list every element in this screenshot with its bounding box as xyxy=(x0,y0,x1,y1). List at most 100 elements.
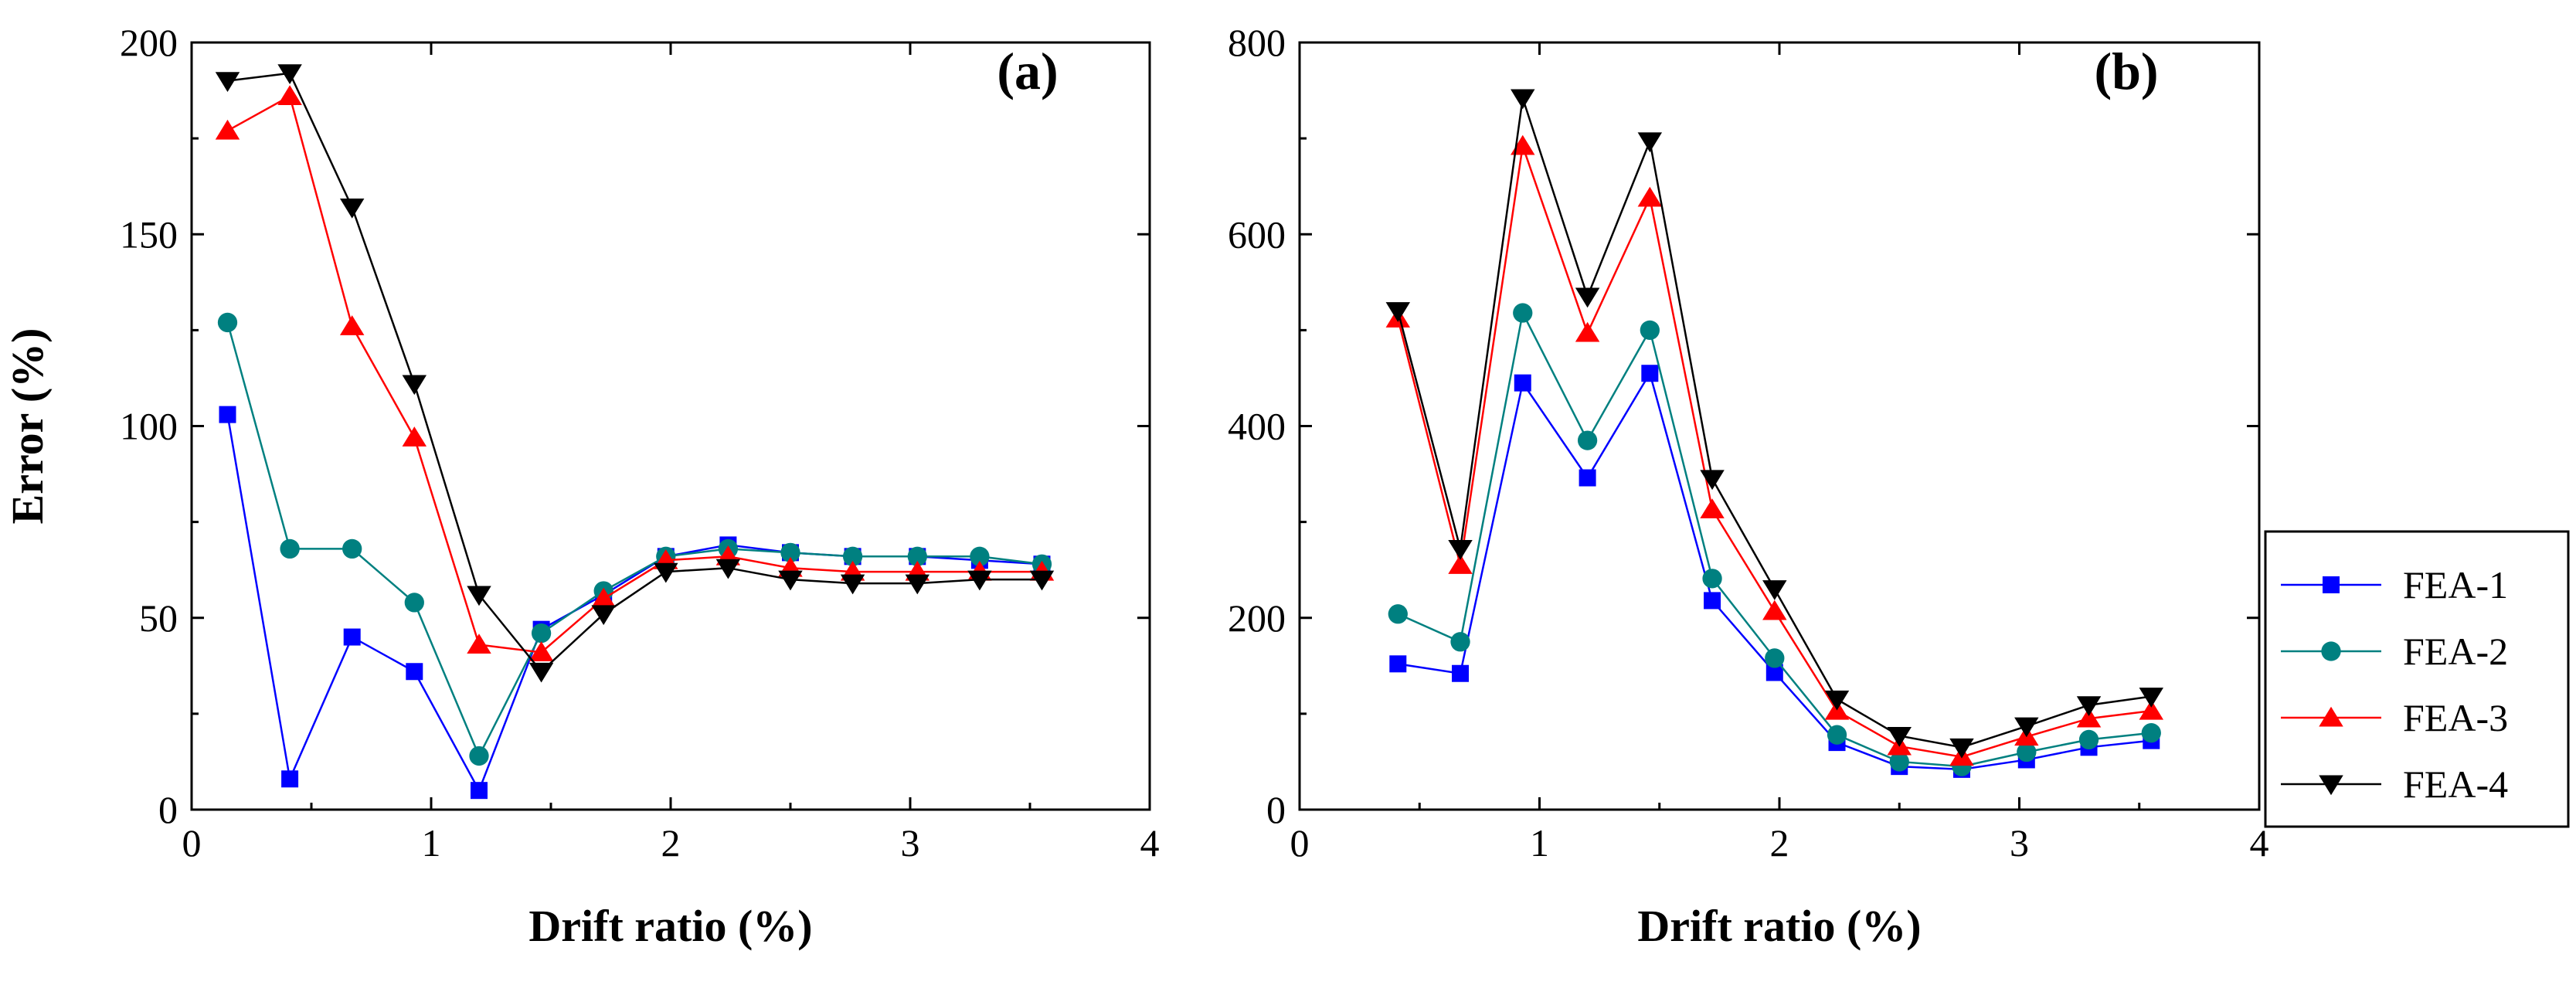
panel-label: (a) xyxy=(997,42,1058,100)
data-point-fea-3 xyxy=(1575,321,1600,342)
panel-label: (b) xyxy=(2094,42,2158,100)
y-tick-label: 400 xyxy=(1228,405,1286,448)
legend-label: FEA-4 xyxy=(2403,763,2508,806)
data-point-fea-4 xyxy=(715,559,741,579)
data-point-fea-1 xyxy=(343,628,361,646)
data-point-fea-4 xyxy=(1700,470,1725,491)
plot-frame xyxy=(1298,41,2261,811)
legend-marker xyxy=(2323,576,2340,593)
data-point-fea-3 xyxy=(277,85,302,105)
legend-entry-fea-4: FEA-4 xyxy=(2281,763,2508,806)
legend-marker xyxy=(2321,641,2341,661)
data-point-fea-4 xyxy=(215,72,240,92)
data-point-fea-4 xyxy=(402,375,427,396)
data-point-fea-3 xyxy=(402,426,427,447)
series-line-fea-1 xyxy=(1398,371,2152,771)
legend-box xyxy=(2264,530,2570,828)
series-line-fea-2 xyxy=(1397,310,2152,768)
data-point-fea-4 xyxy=(1762,580,1787,600)
data-point-fea-2 xyxy=(780,542,800,562)
x-tick-label: 1 xyxy=(422,821,441,864)
legend-marker xyxy=(2319,775,2343,796)
data-point-fea-1 xyxy=(406,663,423,681)
data-point-fea-4 xyxy=(905,574,930,595)
data-point-fea-1 xyxy=(219,406,236,423)
plot-frame xyxy=(190,41,1151,811)
x-axis-title: Drift ratio (%) xyxy=(528,901,812,951)
x-tick-label: 2 xyxy=(1770,821,1789,864)
data-point-fea-3 xyxy=(1511,134,1535,155)
y-axis-title: Error (%) xyxy=(2,328,53,525)
data-point-fea-4 xyxy=(2139,688,2164,708)
data-point-fea-3 xyxy=(1448,554,1473,574)
x-tick-label: 4 xyxy=(1140,821,1160,864)
x-tick-label: 3 xyxy=(2010,821,2029,864)
data-point-fea-4 xyxy=(528,662,554,683)
data-point-fea-2 xyxy=(970,546,990,566)
data-point-fea-1 xyxy=(1641,365,1659,382)
data-point-fea-4 xyxy=(778,570,803,591)
data-point-fea-4 xyxy=(1824,690,1850,711)
legend-entry-fea-1: FEA-1 xyxy=(2281,563,2508,606)
data-point-fea-3 xyxy=(591,587,616,608)
data-point-fea-4 xyxy=(1575,287,1600,308)
data-point-fea-4 xyxy=(2014,717,2039,738)
data-point-fea-4 xyxy=(1637,132,1663,153)
data-point-fea-1 xyxy=(1389,655,1407,673)
data-point-fea-4 xyxy=(967,570,992,591)
data-point-fea-2 xyxy=(1640,320,1660,341)
y-tick-label: 200 xyxy=(120,21,178,64)
data-point-fea-3 xyxy=(215,119,240,140)
data-point-fea-4 xyxy=(1029,570,1055,591)
x-tick-label: 0 xyxy=(182,821,202,864)
y-tick-label: 50 xyxy=(139,596,178,640)
series-line-fea-2 xyxy=(226,322,1042,759)
y-tick-label: 800 xyxy=(1228,21,1286,64)
x-axis-title: Drift ratio (%) xyxy=(1637,901,1921,951)
data-point-fea-2 xyxy=(1702,569,1722,589)
data-point-fea-4 xyxy=(654,562,678,583)
series-fea-4 xyxy=(215,64,1055,683)
data-point-fea-2 xyxy=(1513,303,1533,323)
y-tick-label: 0 xyxy=(1266,788,1286,831)
data-point-fea-4 xyxy=(1448,539,1473,560)
legend-label: FEA-2 xyxy=(2403,630,2508,673)
legend-marker xyxy=(2319,706,2343,727)
data-point-fea-1 xyxy=(1579,469,1596,487)
data-point-fea-1 xyxy=(281,770,299,788)
legend-entry-fea-2: FEA-2 xyxy=(2281,630,2508,673)
data-point-fea-2 xyxy=(1577,430,1598,450)
x-tick-label: 4 xyxy=(2250,821,2269,864)
data-point-fea-3 xyxy=(467,633,491,654)
data-point-fea-4 xyxy=(1887,726,1912,747)
series-fea-2 xyxy=(1388,303,2161,776)
legend-label: FEA-1 xyxy=(2403,563,2508,606)
data-point-fea-1 xyxy=(1514,374,1531,392)
data-point-fea-1 xyxy=(1452,664,1470,682)
x-tick-label: 2 xyxy=(661,821,681,864)
data-point-fea-2 xyxy=(342,538,362,559)
data-point-fea-4 xyxy=(840,574,865,595)
series-fea-1 xyxy=(219,406,1051,800)
legend: FEA-1 FEA-2 FEA-3 FEA-4 xyxy=(2264,530,2570,828)
data-point-fea-3 xyxy=(1762,599,1787,620)
data-point-fea-4 xyxy=(591,605,616,626)
series-line-fea-4 xyxy=(227,72,1042,674)
data-point-fea-4 xyxy=(339,199,365,219)
data-point-fea-2 xyxy=(217,312,238,333)
y-tick-label: 600 xyxy=(1228,212,1286,256)
data-point-fea-2 xyxy=(1388,604,1408,624)
data-point-fea-1 xyxy=(471,782,488,800)
data-point-fea-3 xyxy=(339,315,365,335)
data-point-fea-4 xyxy=(1949,738,1974,759)
data-point-fea-1 xyxy=(1704,592,1721,610)
y-tick-label: 0 xyxy=(158,788,178,831)
series-fea-1 xyxy=(1389,365,2160,778)
series-fea-4 xyxy=(1385,89,2164,759)
data-point-fea-2 xyxy=(531,623,552,644)
data-point-fea-2 xyxy=(404,593,424,613)
data-point-fea-4 xyxy=(2076,696,2102,717)
data-point-fea-2 xyxy=(1450,632,1470,652)
series-fea-2 xyxy=(217,312,1052,766)
